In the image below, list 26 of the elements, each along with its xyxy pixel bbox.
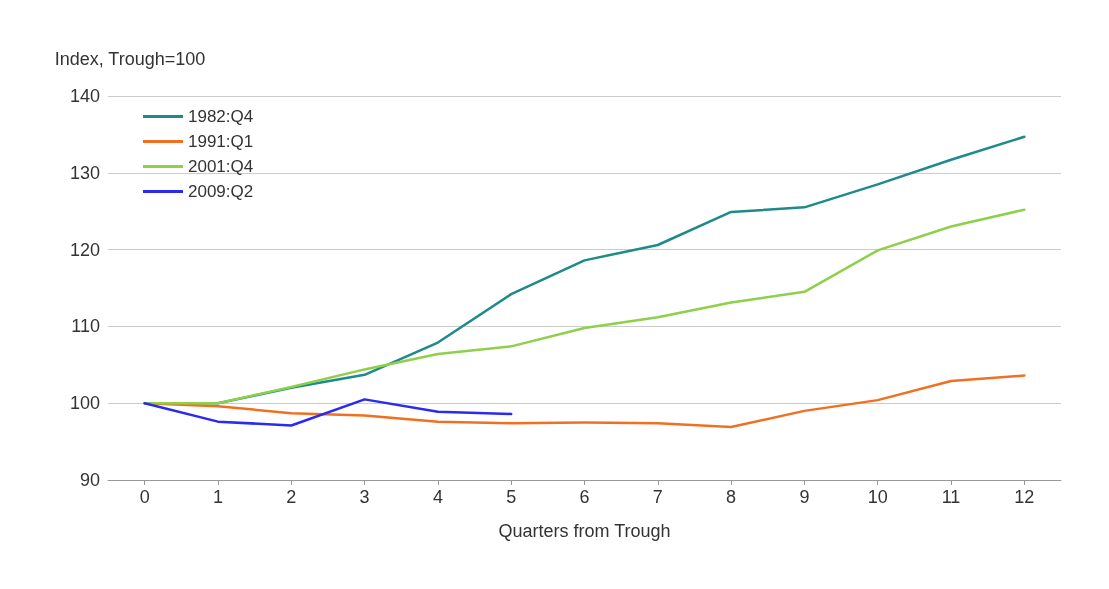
- legend-label: 2009:Q2: [188, 182, 254, 201]
- x-tick-label: 12: [1014, 487, 1035, 507]
- x-tick-label: 1: [212, 487, 223, 507]
- x-tick-label: 4: [432, 487, 443, 507]
- y-tick-label: 120: [69, 239, 100, 260]
- legend-label: 2001:Q4: [188, 157, 254, 176]
- x-tick-label: 11: [941, 487, 961, 507]
- y-tick-label: 90: [79, 470, 100, 490]
- x-tick-label: 10: [867, 487, 888, 507]
- y-tick-label: 140: [69, 86, 100, 106]
- x-tick-label: 8: [726, 487, 737, 507]
- x-tick-label: 5: [506, 487, 517, 507]
- x-tick-label: 3: [359, 487, 370, 507]
- x-tick-label: 0: [139, 487, 150, 507]
- y-tick-label: 100: [69, 393, 100, 414]
- x-tick-label: 9: [799, 487, 810, 507]
- line-series: [143, 398, 513, 427]
- y-axis-title: Index, Trough=100: [54, 49, 206, 69]
- legend-label: 1991:Q1: [188, 132, 254, 151]
- y-tick-label: 110: [71, 316, 100, 337]
- x-tick-label: 7: [652, 487, 663, 507]
- x-axis-title: Quarters from Trough: [498, 521, 671, 541]
- legend-label: 1982:Q4: [188, 107, 254, 126]
- x-tick-label: 6: [579, 487, 590, 507]
- x-tick-label: 2: [286, 487, 297, 507]
- y-tick-label: 130: [69, 162, 100, 183]
